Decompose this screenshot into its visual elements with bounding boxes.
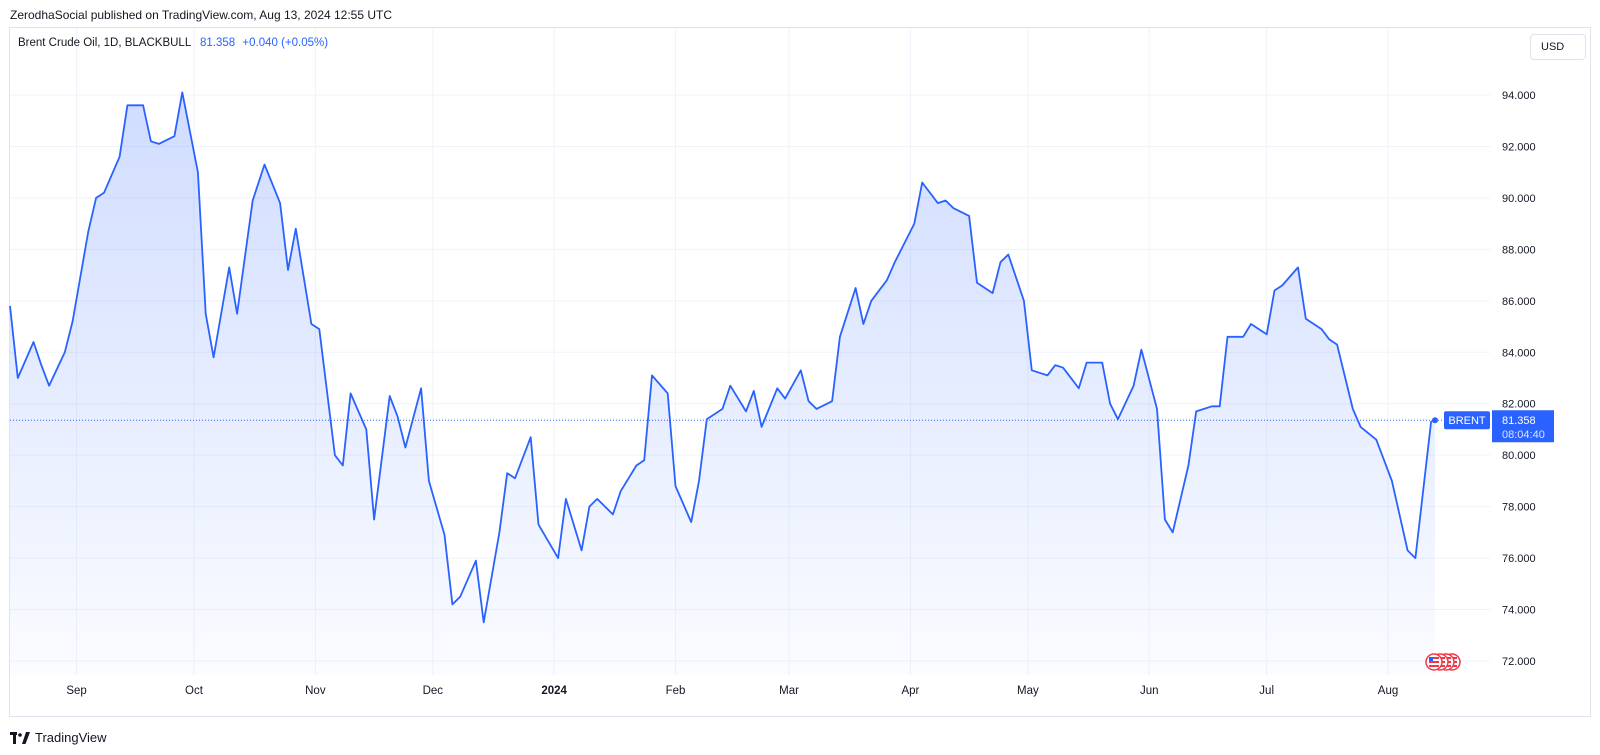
overlays: BRENT 81.358 08:04:40 xyxy=(10,410,1554,671)
y-tick-label: 86.000 xyxy=(1502,296,1536,308)
x-tick-label: Jun xyxy=(1140,685,1159,697)
x-tick-label: 2024 xyxy=(541,685,567,697)
y-tick-label: 92.000 xyxy=(1502,141,1536,153)
chart-frame xyxy=(9,27,1591,717)
price-tag-countdown: 08:04:40 xyxy=(1502,429,1545,441)
us-flag-event-icon[interactable] xyxy=(1425,653,1443,671)
x-tick-label: Dec xyxy=(423,685,444,697)
y-tick-label: 94.000 xyxy=(1502,90,1536,102)
y-tick-label: 80.000 xyxy=(1502,450,1536,462)
published-caption: ZerodhaSocial published on TradingView.c… xyxy=(10,8,393,22)
price-line xyxy=(9,91,1436,624)
symbol-tag-label: BRENT xyxy=(1448,415,1486,427)
x-tick-label: Mar xyxy=(779,685,799,697)
y-tick-label: 78.000 xyxy=(1502,502,1536,514)
y-tick-label: 88.000 xyxy=(1502,244,1536,256)
symbol-tag xyxy=(1444,411,1490,430)
legend-price: 81.358 xyxy=(200,37,236,49)
tradingview-logo-icon xyxy=(10,731,30,744)
last-price-dot xyxy=(1432,417,1438,424)
x-tick-label: Nov xyxy=(305,685,326,697)
x-tick-label: Sep xyxy=(66,685,86,697)
x-tick-label: Feb xyxy=(666,685,686,697)
y-axis: 94.000 92.000 90.000 88.000 86.000 84.000 82.0… xyxy=(1502,90,1536,668)
x-tick-label: Oct xyxy=(185,685,204,697)
price-series-line xyxy=(9,91,1436,624)
price-tag xyxy=(1492,410,1554,443)
legend-change: +0.040 (+0.05%) xyxy=(242,37,329,49)
x-tick-label: Jul xyxy=(1259,685,1274,697)
price-tag-value: 81.358 xyxy=(1502,415,1536,427)
x-axis: Sep Oct Nov Dec 2024 Feb Mar Apr May Jun Jul Aug xyxy=(66,685,1398,697)
y-tick-label: 76.000 xyxy=(1502,553,1536,565)
y-tick-label: 84.000 xyxy=(1502,347,1536,359)
x-tick-label: Apr xyxy=(901,685,919,697)
x-tick-label: Aug xyxy=(1378,685,1398,697)
brand-name: TradingView xyxy=(35,730,107,745)
price-area xyxy=(10,92,1435,675)
y-tick-label: 74.000 xyxy=(1502,605,1536,617)
x-tick-label: May xyxy=(1017,685,1039,697)
symbol-legend[interactable]: Brent Crude Oil, 1D, BLACKBULL 81.358 +0… xyxy=(18,37,328,49)
y-tick-label: 72.000 xyxy=(1502,656,1536,668)
currency-button[interactable]: USD xyxy=(1530,34,1586,60)
y-tick-label: 90.000 xyxy=(1502,193,1536,205)
tradingview-footer[interactable]: TradingView xyxy=(10,730,107,745)
area-fill xyxy=(10,92,1435,675)
legend-title: Brent Crude Oil, 1D, BLACKBULL xyxy=(18,37,191,49)
y-tick-label: 82.000 xyxy=(1502,399,1536,411)
